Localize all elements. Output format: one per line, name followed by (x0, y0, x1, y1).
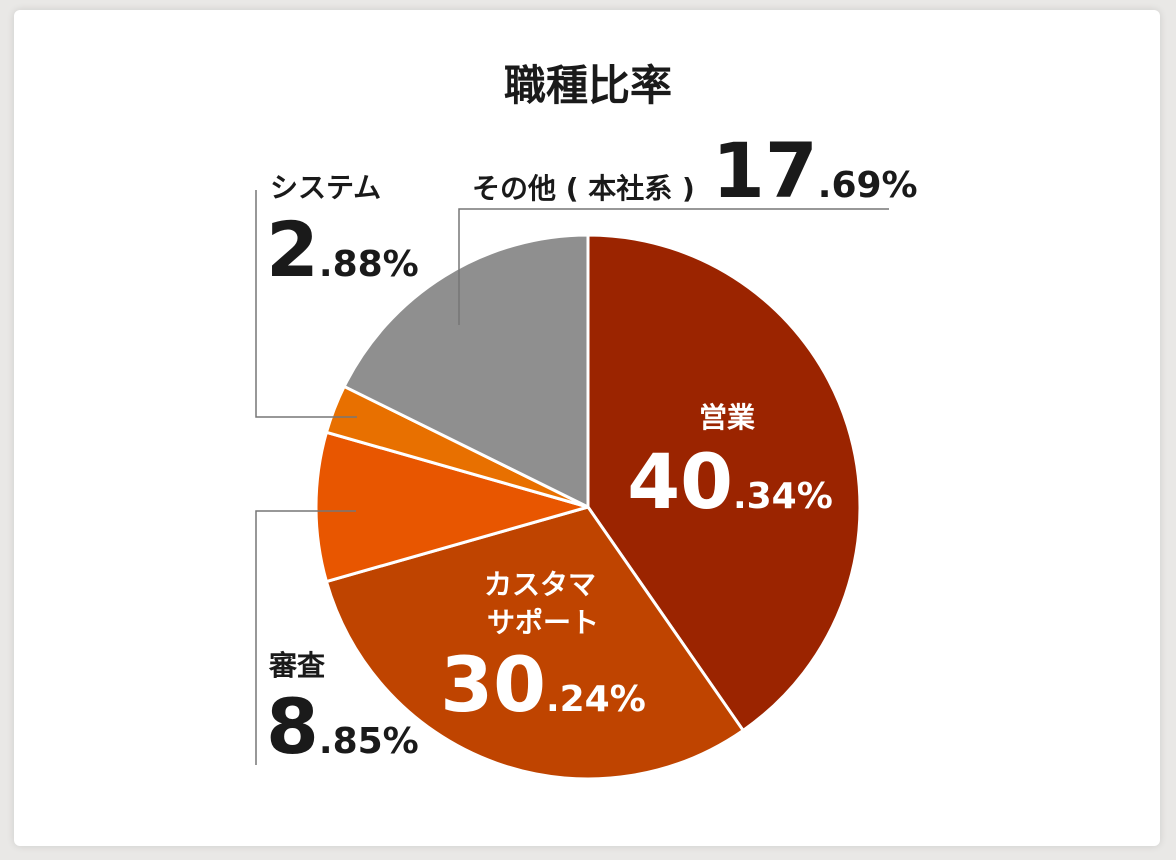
pie-slice-other (342, 233, 590, 509)
slice-label-sales: 営業 (699, 401, 755, 434)
value-system-int: 2 (266, 205, 319, 294)
leader-line-review (255, 510, 356, 765)
value-other: 17.69% (712, 126, 918, 215)
slice-label-support-line1: カスタマ (484, 568, 596, 601)
pie-slice-support (324, 505, 745, 781)
label-system: システム (270, 171, 381, 204)
slice-value-sales: 40.34% (627, 437, 833, 526)
slice-value-support-int: 30 (440, 640, 546, 729)
value-other-int: 17 (712, 126, 818, 215)
value-other-dec: .69% (818, 165, 918, 206)
pie-slices (314, 233, 862, 781)
slice-value-sales-int: 40 (627, 437, 733, 526)
leader-line-system (255, 190, 357, 418)
value-review-int: 8 (266, 682, 319, 771)
slice-value-support-dec: .24% (546, 679, 646, 720)
leader-line-other (458, 208, 889, 325)
value-review: 8.85% (266, 682, 419, 771)
chart-title: 職種比率 (504, 61, 672, 110)
pie-slice-sales (586, 233, 862, 732)
value-review-dec: .85% (319, 721, 419, 762)
value-system: 2.88% (266, 205, 419, 294)
label-review: 審査 (268, 649, 325, 682)
slice-value-sales-dec: .34% (733, 476, 833, 517)
slice-label-support-line2: サポート (487, 606, 599, 639)
value-system-dec: .88% (319, 244, 419, 285)
label-other: その他 ( 本社系 ) (472, 172, 695, 205)
slice-value-support: 30.24% (440, 640, 646, 729)
pie-slice-review (314, 430, 590, 584)
